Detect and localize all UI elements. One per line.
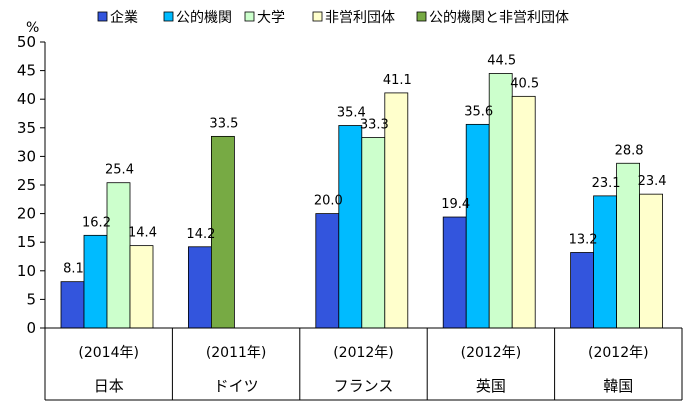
- y-unit-label: %: [26, 20, 39, 36]
- legend-label-0: 企業: [110, 9, 138, 26]
- x-axis: (2014年) 日本 (2011年) ドイツ (2012年) フランス (2012年) 英国 (…: [44, 327, 683, 401]
- bar: [465, 123, 490, 329]
- data-label: 25.4: [105, 163, 134, 178]
- bar: [442, 216, 467, 329]
- data-label: 40.5: [510, 76, 539, 91]
- y-tick-label: 45: [17, 62, 36, 80]
- legend-label-2: 大学: [257, 10, 285, 26]
- data-label: 14.2: [186, 227, 215, 242]
- bar: [106, 182, 131, 329]
- data-label: 33.5: [209, 116, 238, 131]
- y-tick-label: 5: [26, 290, 36, 308]
- x-country-label: 韓国: [603, 377, 633, 395]
- y-axis: 0 5 10 15 20 25 30 35 40 45 50: [17, 33, 46, 337]
- bar: [361, 137, 386, 329]
- bar: [570, 252, 594, 329]
- data-labels: 8.1 16.2 25.4 14.4 14.2 33.5 20.0 35.433.3 41.1 1…: [63, 53, 666, 276]
- data-label: 20.0: [314, 194, 343, 209]
- y-tick-label: 15: [17, 233, 36, 251]
- x-period-label: (2011年): [206, 345, 267, 361]
- y-tick-label: 25: [17, 176, 36, 194]
- data-label: 23.4: [638, 174, 667, 189]
- bar: [315, 213, 340, 329]
- bar: [60, 281, 85, 329]
- bar: [511, 95, 536, 329]
- x-country-label: 英国: [476, 377, 506, 395]
- data-label: 28.8: [615, 143, 644, 158]
- legend-swatch-3: [312, 11, 323, 22]
- y-tick-label: 0: [26, 319, 36, 337]
- x-period-label: (2014年): [78, 345, 139, 361]
- data-label: 13.2: [569, 232, 598, 247]
- y-tick-label: 40: [17, 90, 36, 108]
- x-country-label: 日本: [94, 377, 124, 395]
- x-country-label: ドイツ: [214, 377, 259, 395]
- data-label: 33.3: [360, 118, 389, 133]
- legend-swatch-2: [244, 11, 255, 22]
- y-tick-label: 50: [17, 33, 36, 51]
- legend: 企業 公的機関 大学 非営利団体 公的機関と非営利団体: [97, 9, 569, 26]
- bar: [187, 246, 212, 329]
- data-label: 14.4: [128, 226, 157, 241]
- data-label: 16.2: [82, 215, 111, 230]
- bar: [593, 195, 617, 329]
- x-country-label: フランス: [334, 377, 394, 395]
- data-label: 35.4: [337, 106, 366, 121]
- legend-label-1: 公的機関: [176, 10, 232, 26]
- data-label: 19.4: [441, 197, 470, 212]
- bar: [129, 245, 154, 329]
- legend-swatch-0: [97, 11, 108, 22]
- legend-swatch-4: [416, 11, 427, 22]
- x-period-label: (2012年): [461, 345, 522, 361]
- data-label: 35.6: [464, 104, 493, 119]
- bar: [338, 125, 363, 329]
- data-label: 44.5: [487, 53, 516, 68]
- y-tick-label: 20: [17, 205, 36, 223]
- legend-label-4: 公的機関と非営利団体: [429, 10, 569, 26]
- legend-label-3: 非営利団体: [325, 10, 395, 26]
- y-tick-label: 10: [17, 262, 36, 280]
- bars: [60, 73, 663, 329]
- x-period-label: (2012年): [588, 345, 649, 361]
- data-label: 23.1: [592, 176, 621, 191]
- bar: [639, 193, 663, 329]
- x-period-label: (2012年): [333, 345, 394, 361]
- legend-swatch-1: [163, 11, 174, 22]
- data-label: 41.1: [383, 73, 412, 88]
- y-tick-label: 35: [17, 119, 36, 137]
- data-label: 8.1: [63, 262, 84, 277]
- bar: [83, 234, 108, 329]
- y-tick-label: 30: [17, 147, 36, 165]
